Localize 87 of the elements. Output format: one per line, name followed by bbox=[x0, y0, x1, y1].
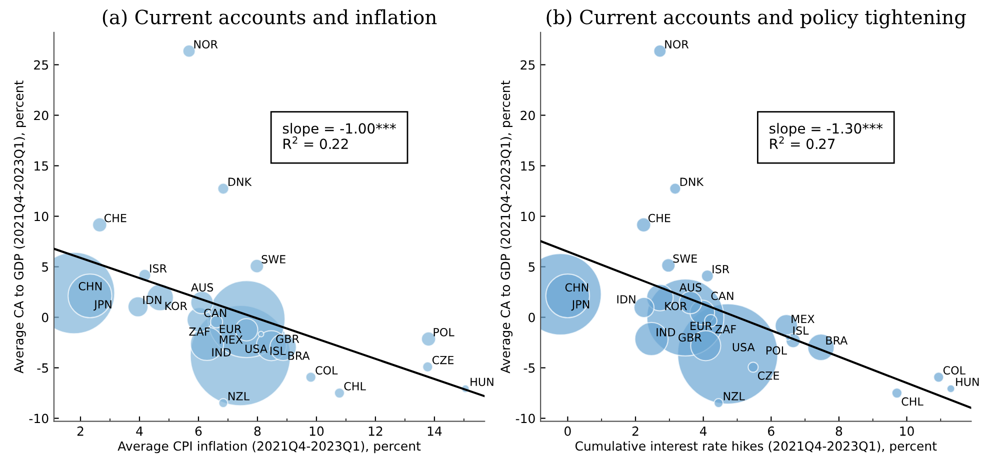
x-tick-label: 8 bbox=[836, 426, 842, 436]
annotation: IND bbox=[656, 328, 676, 336]
y-tick-label: 20 bbox=[520, 110, 535, 120]
x-tick-label: 0 bbox=[564, 426, 571, 436]
x-tick-label: 14 bbox=[428, 426, 442, 436]
y-tick-label: -5 bbox=[524, 363, 535, 373]
annotation: BRA bbox=[826, 336, 848, 345]
y-tick-label: -10 bbox=[29, 414, 48, 424]
x-tick-label: 8 bbox=[254, 426, 261, 436]
annotation: COL bbox=[316, 366, 338, 375]
annotation: COL bbox=[943, 366, 966, 375]
annotation: HUN bbox=[470, 378, 494, 386]
x-tick-label: 6 bbox=[195, 426, 202, 436]
annotation: ISL bbox=[270, 346, 286, 356]
annotation: ISR bbox=[150, 264, 167, 273]
annotation: USA bbox=[245, 344, 268, 353]
chart-title: (b) Current accounts and policy tightening bbox=[546, 9, 966, 28]
annotation: CZE bbox=[432, 356, 454, 364]
x-tick-label: 4 bbox=[700, 426, 707, 436]
x-axis-title: Average CPI inflation (2021Q4-2023Q1), percent bbox=[118, 441, 421, 454]
annotation: NOR bbox=[665, 40, 689, 48]
annotation: KOR bbox=[165, 302, 188, 310]
y-tick-label: 15 bbox=[34, 161, 48, 171]
x-tick-label: 2 bbox=[632, 426, 638, 436]
annotation: NZL bbox=[228, 392, 250, 400]
annotation: GBR bbox=[678, 333, 702, 342]
annotation: JPN bbox=[571, 300, 590, 311]
annotation: USA bbox=[732, 342, 755, 352]
y-tick-label: -5 bbox=[37, 363, 48, 373]
annotation: slope = -1.00*** R$^{2}$ = 0.22 bbox=[282, 122, 396, 150]
y-tick-label: 10 bbox=[34, 212, 48, 222]
annotation: EUR bbox=[690, 322, 712, 330]
y-tick-label: 25 bbox=[34, 60, 48, 70]
x-tick-label: 12 bbox=[368, 426, 382, 436]
annotation: DNK bbox=[680, 178, 704, 186]
annotation: AUS bbox=[679, 283, 702, 292]
annotation: ZAF bbox=[715, 325, 736, 334]
annotation: ZAF bbox=[189, 328, 210, 336]
y-tick-label: 5 bbox=[42, 262, 48, 272]
y-tick-label: 25 bbox=[520, 60, 535, 70]
y-axis-title: Average CA to GDP (2021Q4-2023Q1), percent bbox=[14, 80, 26, 374]
annotation: SWE bbox=[673, 254, 697, 263]
y-tick-label: 10 bbox=[521, 212, 535, 222]
annotation: IDN bbox=[617, 295, 636, 304]
annotation: CHN bbox=[565, 283, 588, 292]
y-tick-label: 0 bbox=[42, 312, 48, 322]
annotation: CAN bbox=[711, 292, 734, 300]
annotation: NOR bbox=[194, 40, 218, 48]
annotation: NZL bbox=[724, 392, 745, 400]
annotation: EUR bbox=[220, 324, 242, 334]
annotation: SWE bbox=[262, 255, 286, 264]
x-tick-label: 10 bbox=[900, 426, 914, 436]
y-tick-label: 15 bbox=[521, 161, 535, 171]
annotation: HUN bbox=[956, 378, 979, 386]
annotation: ISL bbox=[793, 326, 809, 335]
annotation: POL bbox=[434, 328, 454, 336]
annotation: MEX bbox=[792, 314, 814, 323]
annotation: CHL bbox=[902, 397, 924, 406]
y-tick-label: 5 bbox=[528, 262, 535, 272]
annotation: CZE bbox=[758, 371, 780, 380]
x-tick-label: 10 bbox=[310, 426, 324, 436]
annotation: CHN bbox=[78, 282, 102, 290]
x-tick-label: 6 bbox=[768, 426, 774, 436]
annotation: GBR bbox=[276, 334, 300, 344]
x-axis-title: Cumulative interest rate hikes (2021Q4-2023Q1), percent bbox=[575, 441, 937, 454]
annotation: MEX bbox=[220, 335, 243, 344]
annotation: DNK bbox=[228, 178, 252, 186]
annotation: CHE bbox=[104, 214, 126, 222]
annotation: KOR bbox=[665, 302, 687, 310]
annotation: BRA bbox=[288, 352, 310, 360]
x-tick-label: 4 bbox=[136, 426, 143, 436]
annotation: AUS bbox=[190, 283, 214, 292]
annotation: ISR bbox=[712, 264, 730, 274]
x-tick-label: 2 bbox=[77, 426, 84, 436]
annotation: POL bbox=[766, 346, 787, 355]
annotation: JPN bbox=[94, 300, 112, 311]
annotation: CAN bbox=[204, 308, 226, 318]
annotation: IDN bbox=[143, 296, 162, 304]
y-tick-label: -10 bbox=[516, 414, 535, 424]
y-axis-title: Average CA to GDP (2021Q4-2023Q1), percent bbox=[500, 80, 513, 374]
annotation: CHL bbox=[344, 382, 366, 390]
annotation: CHE bbox=[648, 214, 670, 222]
chart-title: (a) Current accounts and inflation bbox=[102, 9, 437, 28]
annotation: IND bbox=[212, 348, 231, 356]
y-tick-label: 0 bbox=[528, 312, 535, 322]
annotation: slope = -1.30*** R$^{2}$ = 0.27 bbox=[770, 122, 883, 150]
y-tick-label: 20 bbox=[34, 110, 48, 120]
